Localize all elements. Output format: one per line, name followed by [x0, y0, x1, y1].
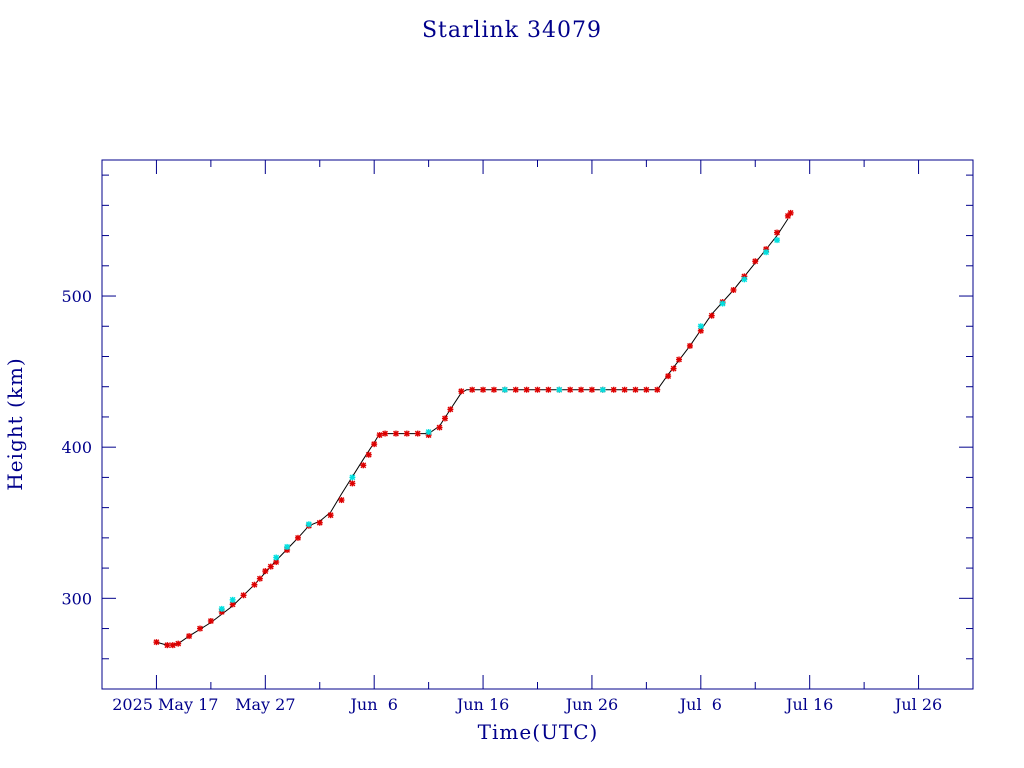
data-point-star: [251, 581, 258, 588]
data-point-star: [371, 441, 378, 448]
data-point-star: [294, 534, 301, 541]
data-point-star: [365, 451, 372, 458]
data-point-star: [523, 386, 530, 393]
data-point-star: [338, 497, 345, 504]
data-point-star: [632, 386, 639, 393]
data-point-star: [392, 430, 399, 437]
data-point-star: [774, 237, 781, 244]
data-point-star: [599, 386, 606, 393]
data-point-star: [316, 519, 323, 526]
data-point-star: [349, 480, 356, 487]
y-tick-label: 400: [61, 438, 92, 457]
data-point-star: [686, 342, 693, 349]
data-point-star: [752, 258, 759, 265]
data-point-star: [556, 386, 563, 393]
data-point-star: [376, 432, 383, 439]
data-point-star: [305, 521, 312, 528]
data-point-star: [360, 462, 367, 469]
y-tick-label: 300: [61, 589, 92, 608]
data-point-star: [787, 209, 794, 216]
x-axis-ticks: 2025 May 17 May 27 Jun 6 Jun 16 Jun 26 Jul 6 J…: [101, 160, 974, 714]
data-point-star: [578, 386, 585, 393]
data-point-star: [697, 323, 704, 330]
data-point-star: [175, 640, 182, 647]
data-point-star: [469, 386, 476, 393]
data-point-star: [670, 365, 677, 372]
data-point-star: [621, 386, 628, 393]
y-tick-label: 500: [61, 287, 92, 306]
x-tick-label: Jul 16: [784, 695, 833, 714]
y-axis-label: Height (km): [3, 357, 27, 490]
data-point-star: [458, 388, 465, 395]
data-point-star: [665, 373, 672, 380]
data-point-star: [480, 386, 487, 393]
data-point-star: [441, 415, 448, 422]
data-point-star: [610, 386, 617, 393]
data-point-star: [676, 356, 683, 363]
x-tick-label: Jun 26: [564, 695, 618, 714]
data-point-star: [588, 386, 595, 393]
data-point-star: [196, 625, 203, 632]
data-point-star: [256, 575, 263, 582]
data-point-star: [567, 386, 574, 393]
plot-frame: [101, 159, 974, 690]
y-axis-ticks: 300 400 500: [61, 174, 973, 660]
x-tick-label: Jun 16: [455, 695, 509, 714]
trajectory-line: [156, 218, 789, 646]
data-point-star: [164, 642, 171, 649]
data-point-star: [273, 554, 280, 561]
x-tick-label: May 27: [235, 695, 295, 714]
data-point-star: [708, 312, 715, 319]
data-point-star: [273, 559, 280, 566]
data-point-star: [186, 633, 193, 640]
data-point-star: [774, 229, 781, 236]
data-point-star: [327, 512, 334, 519]
data-point-star: [697, 327, 704, 334]
data-point-star: [654, 386, 661, 393]
x-tick-label: Jul 26: [893, 695, 942, 714]
data-point-star: [414, 430, 421, 437]
data-point-star: [240, 592, 247, 599]
data-point-star: [153, 639, 160, 646]
data-point-star: [284, 543, 291, 550]
data-point-star: [545, 386, 552, 393]
data-point-star: [534, 386, 541, 393]
x-tick-label: Jul 6: [678, 695, 722, 714]
data-point-star: [763, 249, 770, 256]
x-tick-label: 2025 May 17: [112, 695, 218, 714]
data-point-star: [643, 386, 650, 393]
data-point-star: [229, 596, 236, 603]
data-point-star: [719, 300, 726, 307]
data-point-star: [730, 286, 737, 293]
data-point-star: [490, 386, 497, 393]
data-point-star: [403, 430, 410, 437]
chart-title: Starlink 34079: [422, 18, 602, 43]
data-point-star: [512, 386, 519, 393]
data-point-star: [207, 617, 214, 624]
data-point-star: [218, 605, 225, 612]
series-layer: [153, 209, 794, 649]
x-tick-label: Jun 6: [349, 695, 398, 714]
data-point-star: [262, 568, 269, 575]
data-point-star: [382, 430, 389, 437]
data-point-star: [267, 563, 274, 570]
data-point-star: [425, 429, 432, 436]
x-axis-label: Time(UTC): [478, 720, 599, 744]
data-point-star: [501, 386, 508, 393]
data-point-star: [349, 474, 356, 481]
data-point-star: [169, 642, 176, 649]
data-point-star: [741, 276, 748, 283]
data-point-star: [447, 406, 454, 413]
data-point-star: [436, 424, 443, 431]
